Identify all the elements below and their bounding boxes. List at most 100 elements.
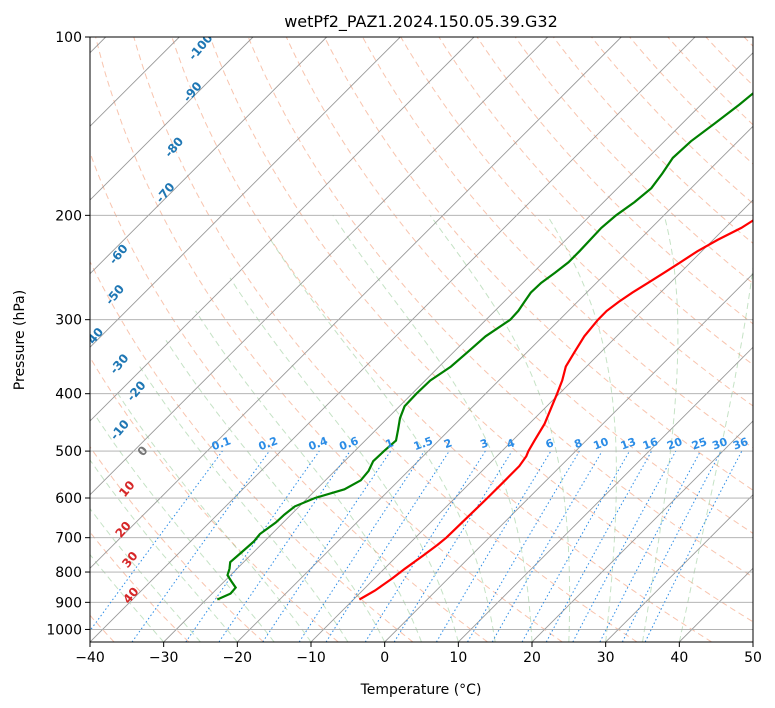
mixing-ratio-line	[90, 450, 223, 632]
isotherm	[90, 37, 254, 201]
dry-adiabat	[514, 37, 753, 285]
y-tick-label: 300	[55, 313, 82, 329]
dry-adiabat	[476, 37, 753, 325]
mixing-ratio-label: 20	[665, 435, 684, 453]
y-axis-label: Pressure (hPa)	[12, 290, 28, 390]
mixing-ratio-line	[521, 450, 630, 642]
y-tick-label: 700	[55, 531, 82, 547]
x-tick-label: 50	[744, 650, 762, 666]
y-tick-label: 400	[55, 387, 82, 403]
moist-adiabat	[139, 366, 349, 642]
mixing-ratio-label: 3	[478, 436, 490, 451]
isotherm	[90, 37, 401, 348]
mixing-ratio-line	[572, 450, 677, 642]
mixing-ratio-label: 0.6	[338, 434, 361, 453]
isotherm	[90, 37, 696, 642]
moist-adiabat	[195, 310, 422, 642]
moist-adiabat	[642, 215, 679, 642]
mixing-ratio-label: 8	[572, 436, 584, 451]
mixing-ratio-layer	[90, 450, 743, 642]
moist-adiabat	[429, 215, 571, 642]
y-tick-label: 100	[55, 30, 82, 46]
moist-adiabat	[270, 239, 496, 642]
mixing-ratio-label: 36	[731, 435, 750, 453]
mixing-ratio-label: 0.4	[307, 434, 330, 453]
mixing-ratio-label: 10	[592, 435, 611, 453]
mixing-ratio-line	[325, 450, 450, 642]
isotherm	[531, 420, 753, 642]
dry-adiabat	[285, 37, 753, 534]
chart-title: wetPf2_PAZ1.2024.150.05.39.G32	[284, 12, 558, 32]
isotherm	[90, 37, 475, 422]
series-layer	[216, 91, 753, 601]
x-axis-label: Temperature (°C)	[360, 682, 482, 698]
y-tick-label: 1000	[46, 622, 82, 638]
dry-adiabat	[247, 37, 753, 578]
mixing-ratio-line	[185, 450, 320, 642]
mixing-ratio-line	[298, 450, 425, 642]
dry-adiabat	[209, 37, 753, 623]
y-tick-label: 600	[55, 491, 82, 507]
dry-adiabat	[171, 37, 712, 642]
moist-adiabat	[165, 340, 386, 642]
axes: −40 −30 −20 −10 0 10 20 30 40 50 1000 900 800 700 600 5…	[46, 30, 762, 666]
mixing-ratio-label: 13	[619, 435, 638, 452]
x-tick-label: −30	[149, 650, 179, 666]
mixing-ratio-line	[218, 450, 351, 642]
x-tick-label: 0	[380, 650, 389, 666]
mixing-ratio-label: 30	[710, 435, 729, 453]
isotherm	[605, 494, 753, 642]
isotherm	[90, 37, 328, 275]
x-tick-label: −10	[296, 650, 326, 666]
y-tick-label: 500	[55, 444, 82, 460]
isotherm	[163, 52, 753, 642]
mixing-ratio-line	[644, 450, 743, 642]
dewpoint-profile	[216, 91, 753, 601]
mixing-ratio-label: 1.5	[412, 434, 435, 453]
y-tick-label: 200	[55, 208, 82, 224]
dry-adiabat	[95, 37, 563, 642]
mixing-ratio-label: 1	[384, 436, 396, 451]
moist-adiabat	[115, 390, 312, 642]
x-tick-label: −20	[223, 650, 253, 666]
x-tick-label: 40	[670, 650, 688, 666]
moist-adiabat	[678, 263, 753, 642]
mixing-ratio-line	[131, 450, 270, 642]
mixing-ratio-line	[262, 450, 392, 642]
grid-layer	[90, 37, 753, 642]
moist-adiabat	[94, 415, 275, 642]
x-tick-label: 10	[449, 650, 467, 666]
mixing-ratio-label: 6	[544, 436, 556, 451]
mixing-ratio-label: 16	[641, 435, 660, 453]
plot-frame	[89, 36, 754, 643]
isotherm	[90, 37, 549, 496]
isotherm	[457, 346, 753, 642]
isotherm	[310, 199, 753, 642]
mixing-ratio-line	[545, 450, 653, 642]
dry-adiabat	[133, 37, 638, 642]
moist-adiabat	[90, 507, 201, 642]
x-tick-label: −40	[75, 650, 105, 666]
y-tick-label: 900	[55, 595, 82, 611]
isotherm	[384, 273, 753, 642]
y-tick-label: 800	[55, 565, 82, 581]
mixing-ratio-label: 0.2	[257, 434, 280, 453]
x-tick-label: 20	[523, 650, 541, 666]
temperature-profile	[358, 219, 753, 601]
mixing-ratio-label: 25	[690, 435, 709, 452]
dry-adiabat	[90, 445, 264, 642]
moist-adiabat	[546, 215, 617, 642]
isotherm	[90, 37, 622, 569]
dry-adiabat	[324, 37, 753, 491]
mixing-ratio-label: 2	[442, 436, 454, 451]
dry-adiabat	[90, 260, 414, 642]
isotherm	[236, 125, 753, 642]
mixing-ratio-label: 4	[505, 436, 517, 451]
moist-adiabat	[332, 215, 533, 642]
x-tick-label: 30	[597, 650, 615, 666]
moist-adiabat	[229, 277, 459, 642]
mixing-ratio-label: 0.1	[210, 434, 233, 453]
dry-adiabat	[90, 356, 339, 642]
